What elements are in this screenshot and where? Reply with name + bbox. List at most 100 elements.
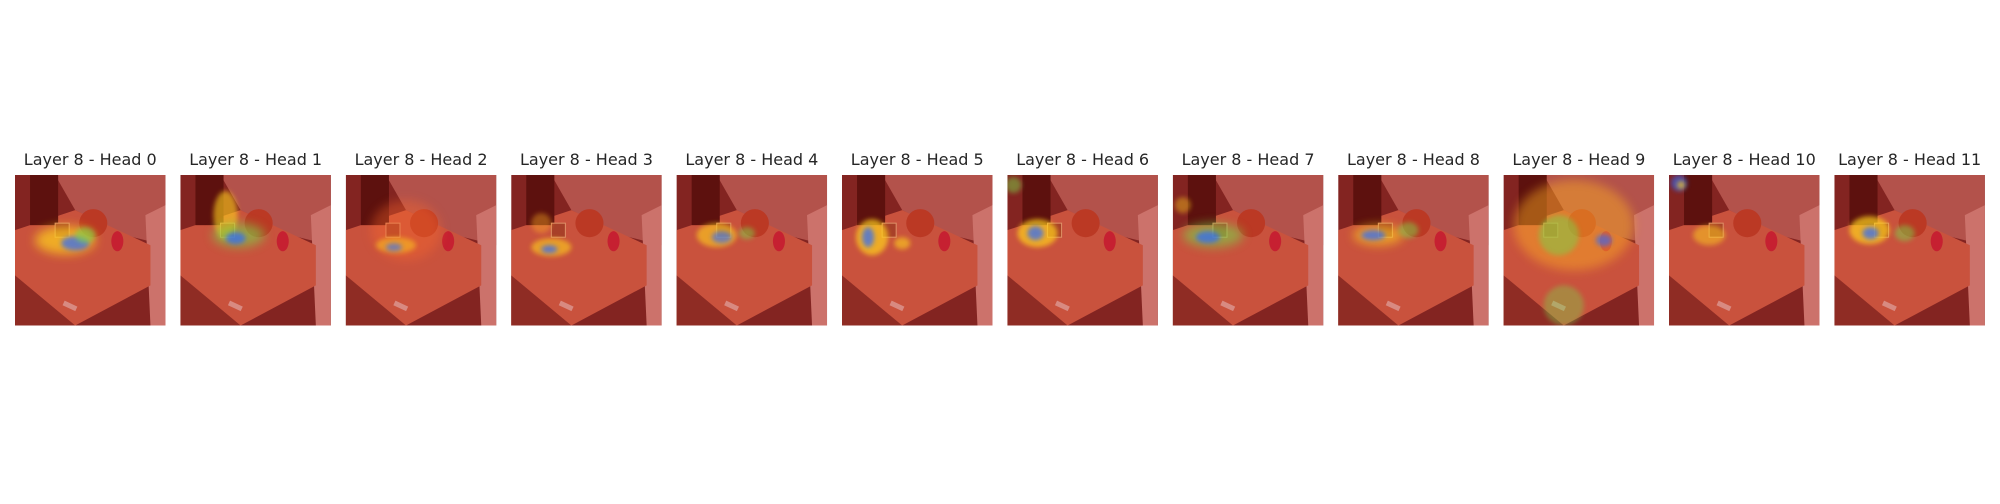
- heat-blob: [711, 231, 732, 244]
- cabinet-handle: [889, 300, 905, 312]
- red-overlay: [1834, 175, 1985, 326]
- red-overlay: [1172, 175, 1324, 326]
- red-overlay: [1338, 175, 1489, 326]
- right-wall: [1137, 205, 1158, 326]
- bottle: [938, 231, 951, 252]
- panel-title: Layer 8 - Head 8: [1347, 150, 1480, 169]
- red-overlay: [1007, 175, 1158, 326]
- heat-blob: [541, 245, 558, 254]
- right-wall: [972, 205, 993, 326]
- panel-title: Layer 8 - Head 4: [685, 150, 818, 169]
- panel-title: Layer 8 - Head 7: [1182, 150, 1315, 169]
- attention-image: [1669, 175, 1820, 326]
- right-wall: [1634, 205, 1655, 326]
- heat-blob: [1027, 226, 1044, 241]
- heat-blob: [894, 237, 911, 250]
- wall: [1047, 175, 1158, 246]
- panel-title: Layer 8 - Head 9: [1512, 150, 1645, 169]
- heat-blob: [1538, 215, 1579, 256]
- heat-blob: [738, 227, 755, 240]
- heat-blob: [1677, 181, 1686, 190]
- panel: [842, 175, 993, 326]
- right-wall: [1468, 205, 1489, 326]
- heat-blob: [1595, 234, 1612, 247]
- heat-blob: [1894, 225, 1915, 242]
- cabinet-handle: [1220, 300, 1236, 312]
- panel-title: Layer 8 - Head 6: [1016, 150, 1149, 169]
- attention-image: [1338, 175, 1489, 326]
- panel-title: Layer 8 - Head 0: [24, 150, 157, 169]
- bottle: [111, 231, 124, 252]
- bottle: [1930, 231, 1943, 252]
- attention-image: [180, 175, 331, 326]
- attention-image: [15, 175, 166, 326]
- heat-blob: [1195, 231, 1220, 244]
- heat-blob: [225, 232, 246, 245]
- pot: [1237, 209, 1266, 238]
- wall: [551, 175, 662, 246]
- heat-blob: [1361, 230, 1386, 241]
- panel: [1669, 175, 1820, 326]
- panel: [1172, 175, 1324, 326]
- right-wall: [1303, 205, 1324, 326]
- wall: [220, 175, 331, 246]
- shelf: [1353, 175, 1382, 226]
- heat-blob: [1007, 177, 1022, 194]
- wall: [55, 175, 166, 246]
- attention-image: [1172, 175, 1324, 326]
- right-wall: [145, 205, 166, 326]
- bottle: [442, 231, 455, 252]
- shelf: [857, 175, 886, 226]
- attention-image: [345, 175, 497, 326]
- panel-title: Layer 8 - Head 11: [1838, 150, 1981, 169]
- attention-image: [842, 175, 993, 326]
- panel: [1338, 175, 1489, 326]
- cabinet-handle: [558, 300, 574, 312]
- panel: [1503, 175, 1655, 326]
- shelf: [1684, 175, 1713, 226]
- heat-blob: [385, 243, 402, 252]
- red-overlay: [180, 175, 331, 326]
- wall: [385, 175, 497, 246]
- pot: [1733, 209, 1762, 238]
- bottle: [772, 231, 785, 252]
- red-overlay: [676, 175, 828, 326]
- bottle: [1765, 231, 1778, 252]
- pot: [575, 209, 604, 238]
- heat-blob: [1398, 222, 1419, 239]
- right-wall: [807, 205, 828, 326]
- panel-title: Layer 8 - Head 2: [355, 150, 488, 169]
- right-wall: [1799, 205, 1820, 326]
- wall: [1212, 175, 1324, 246]
- attention-image: [1503, 175, 1655, 326]
- attention-image: [1834, 175, 1985, 326]
- heat-blob: [1693, 225, 1726, 246]
- wall: [716, 175, 828, 246]
- right-wall: [641, 205, 662, 326]
- heat-blob: [531, 213, 552, 234]
- bottle: [607, 231, 620, 252]
- bottle: [1103, 231, 1116, 252]
- cabinet-handle: [393, 300, 409, 312]
- panel: [676, 175, 828, 326]
- heat-blob: [862, 227, 875, 248]
- shelf: [691, 175, 720, 226]
- cabinet-handle: [1881, 300, 1897, 312]
- bottle: [276, 231, 289, 252]
- heat-blob: [1174, 197, 1191, 214]
- cabinet-handle: [62, 300, 78, 312]
- panel: [15, 175, 166, 326]
- right-wall: [310, 205, 331, 326]
- heat-blob: [1862, 227, 1879, 240]
- red-overlay: [1669, 175, 1820, 326]
- panel: [345, 175, 497, 326]
- panel: [180, 175, 331, 326]
- bottle: [1434, 231, 1447, 252]
- panel: [1007, 175, 1158, 326]
- attention-image: [511, 175, 662, 326]
- cabinet-handle: [1385, 300, 1401, 312]
- right-wall: [476, 205, 497, 326]
- heat-blob: [1543, 285, 1584, 326]
- shelf: [30, 175, 59, 226]
